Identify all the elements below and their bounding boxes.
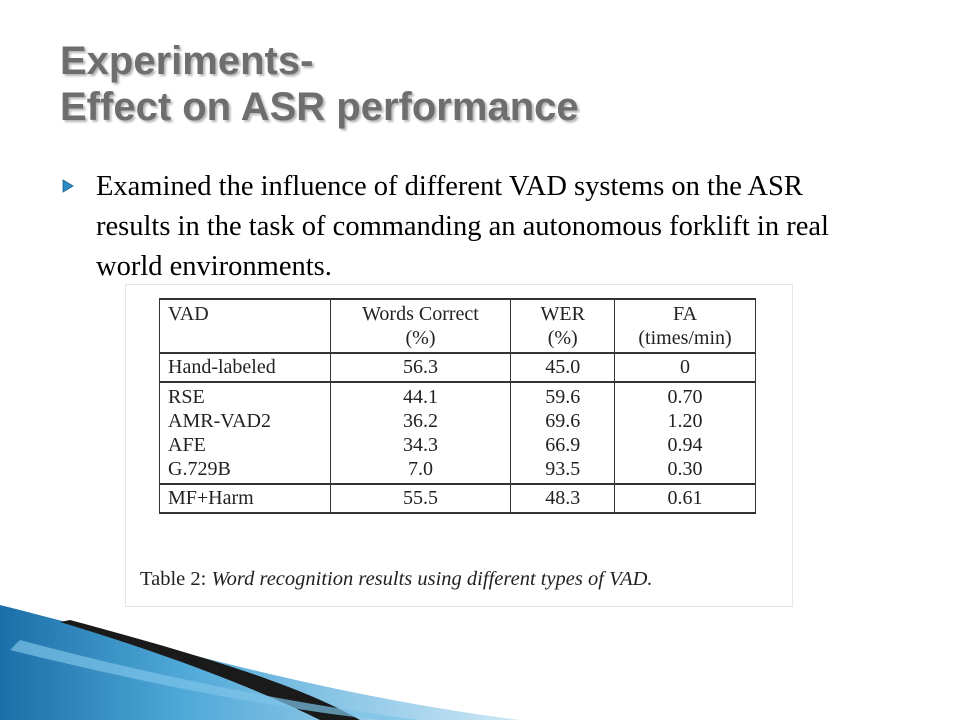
cell-wer: 45.0 — [510, 352, 616, 382]
triangle-right-icon — [62, 167, 96, 287]
caption-label: Table 2: — [140, 568, 212, 590]
table-header-row: VAD Words Correct WER FA — [159, 298, 756, 326]
cell-fa: 1.20 — [614, 409, 756, 433]
cell-words-correct: 34.3 — [329, 433, 512, 457]
table-row: AMR-VAD2 36.2 69.6 1.20 — [159, 409, 756, 433]
slide-title: Experiments- Effect on ASR performance — [60, 38, 920, 130]
cell-words-correct: 36.2 — [329, 409, 512, 433]
cell-words-correct: 7.0 — [329, 457, 512, 484]
cell-words-correct: 56.3 — [329, 352, 512, 382]
bullet-text: Examined the influence of different VAD … — [96, 171, 829, 282]
bullet-point: Examined the influence of different VAD … — [62, 167, 882, 287]
cell-fa: 0.94 — [614, 433, 756, 457]
cell-fa: 0.30 — [614, 457, 756, 484]
cell-wer: 66.9 — [510, 433, 616, 457]
cell-fa: 0 — [614, 352, 756, 382]
cell-wer: 93.5 — [510, 457, 616, 484]
cell-vad: MF+Harm — [159, 483, 331, 514]
header-words-correct-unit: (%) — [329, 326, 512, 353]
cell-words-correct: 55.5 — [329, 483, 512, 514]
table-row: G.729B 7.0 93.5 0.30 — [159, 457, 756, 484]
slide-title-line-2: Effect on ASR performance — [60, 85, 579, 129]
header-fa-unit: (times/min) — [614, 326, 756, 353]
cell-wer: 59.6 — [510, 381, 616, 409]
cell-wer: 48.3 — [510, 483, 616, 514]
cell-vad: RSE — [159, 381, 331, 409]
header-vad-unit — [159, 326, 331, 353]
decorative-swoosh — [0, 605, 520, 720]
cell-wer: 69.6 — [510, 409, 616, 433]
cell-words-correct: 44.1 — [329, 381, 512, 409]
table-row: AFE 34.3 66.9 0.94 — [159, 433, 756, 457]
cell-vad: AMR-VAD2 — [159, 409, 331, 433]
header-words-correct: Words Correct — [329, 298, 512, 326]
table-row: MF+Harm 55.5 48.3 0.61 — [159, 483, 756, 514]
caption-text: Word recognition results using different… — [211, 568, 653, 590]
header-wer-unit: (%) — [510, 326, 616, 353]
results-table-figure: VAD Words Correct WER FA (%) (%) (times/… — [125, 284, 793, 607]
header-vad: VAD — [159, 298, 331, 326]
header-fa: FA — [614, 298, 756, 326]
table-row: RSE 44.1 59.6 0.70 — [159, 381, 756, 409]
results-table: VAD Words Correct WER FA (%) (%) (times/… — [159, 298, 756, 514]
header-wer: WER — [510, 298, 616, 326]
slide-title-line-1: Experiments- — [60, 39, 314, 83]
table-header-units-row: (%) (%) (times/min) — [159, 326, 756, 353]
cell-fa: 0.70 — [614, 381, 756, 409]
cell-vad: AFE — [159, 433, 331, 457]
cell-vad: Hand-labeled — [159, 352, 331, 382]
cell-vad: G.729B — [159, 457, 331, 484]
cell-fa: 0.61 — [614, 483, 756, 514]
table-row: Hand-labeled 56.3 45.0 0 — [159, 352, 756, 382]
table-caption: Table 2: Word recognition results using … — [140, 568, 653, 591]
